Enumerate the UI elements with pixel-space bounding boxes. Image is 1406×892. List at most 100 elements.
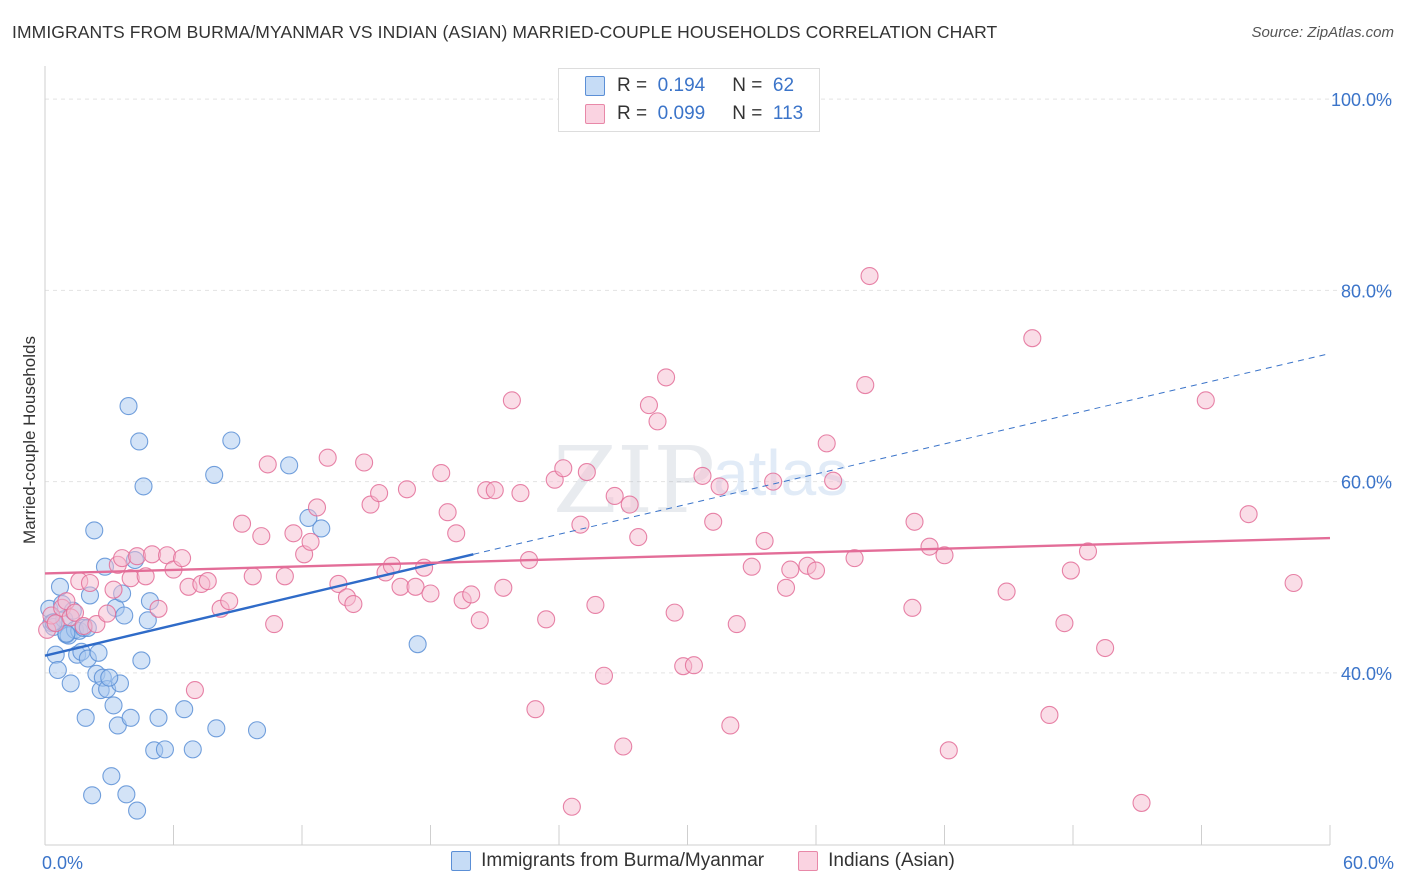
indian-point [939, 741, 958, 760]
indian-point [80, 573, 100, 593]
burma-point [222, 431, 241, 450]
source-label: Source: ZipAtlas.com [1251, 24, 1394, 41]
series-legend: Immigrants from Burma/Myanmar Indians (A… [0, 850, 1406, 872]
burma-point [183, 740, 202, 759]
n-value: 113 [772, 103, 804, 124]
indian-point [605, 486, 624, 506]
indian-point [447, 524, 466, 543]
indian-point [693, 466, 712, 485]
indian-point [920, 537, 939, 556]
burma-point [102, 767, 121, 786]
indian-point [243, 567, 262, 586]
indian-point [406, 577, 425, 596]
indian-point [721, 716, 740, 735]
indian-point [220, 592, 239, 611]
indian-point [684, 656, 703, 675]
indian-point [620, 495, 639, 514]
trend-indian [44, 536, 1331, 575]
indian-point [742, 557, 761, 576]
indian-point [494, 578, 513, 597]
indian-point [1078, 542, 1098, 561]
trend-dashed [473, 353, 1331, 555]
indian-point [318, 448, 337, 467]
indian-point [845, 549, 864, 568]
burma-point [115, 606, 134, 625]
legend-label: Indians (Asian) [828, 850, 955, 871]
indian-point [421, 584, 440, 603]
indian-point [1061, 561, 1080, 580]
indian-point [710, 477, 729, 496]
indian-point [1239, 505, 1258, 524]
trend-burma [44, 553, 474, 657]
indian-point [113, 549, 132, 568]
indian-point [232, 514, 252, 533]
burma-point [205, 465, 224, 484]
y-tick-label: 60.0% [1341, 473, 1392, 493]
n-label: N = [732, 75, 763, 96]
y-tick-label: 80.0% [1341, 281, 1392, 301]
legend-item-burma: Immigrants from Burma/Myanmar [451, 850, 764, 872]
indian-point [1040, 705, 1059, 725]
burma-point [128, 801, 147, 820]
stats-row-indian: R = 0.099 N = 113 [585, 101, 803, 127]
burma-point [119, 397, 138, 416]
indian-point [307, 498, 327, 517]
burma-point [85, 521, 104, 540]
chart-title: IMMIGRANTS FROM BURMA/MYANMAR VS INDIAN … [12, 22, 998, 42]
tick-labels: 40.0% 60.0% 80.0% 100.0% 0.0% 60.0% [42, 90, 1394, 873]
indian-point [173, 549, 192, 568]
indian-point [355, 453, 374, 472]
n-label: N = [732, 103, 763, 124]
burma-point [121, 708, 140, 727]
burma-point [149, 708, 168, 727]
y-tick-label: 40.0% [1341, 664, 1392, 684]
indian-point [594, 666, 614, 685]
indian-point [727, 615, 746, 634]
indian-point [537, 610, 556, 629]
burma-legend-swatch [451, 851, 472, 871]
r-value: 0.099 [657, 103, 706, 124]
indian-point [577, 463, 596, 482]
indian-point [571, 515, 590, 534]
x-tick-label: 0.0% [42, 853, 83, 873]
indian-point [265, 615, 284, 634]
indian-point [149, 599, 168, 618]
indian-point [438, 503, 457, 522]
burma-point [175, 700, 194, 719]
indian-point [639, 396, 659, 415]
indian-point [485, 481, 504, 500]
burma-point [312, 519, 331, 538]
indian-swatch [585, 104, 605, 124]
legend-label: Immigrants from Burma/Myanmar [481, 850, 765, 871]
indian-point [432, 463, 451, 483]
indian-point [511, 484, 530, 503]
indian-point [562, 797, 581, 816]
stats-legend: R = 0.194 N = 62 R = 0.099 N = 113 [558, 68, 820, 132]
burma-point [132, 651, 151, 670]
indian-legend-swatch [798, 851, 819, 871]
indian-point [344, 594, 363, 614]
indian-point [554, 459, 573, 478]
gridlines [45, 98, 1392, 674]
indian-point [526, 700, 545, 719]
indian-point [104, 580, 123, 599]
indian-point [997, 582, 1016, 601]
indian-point [275, 567, 294, 586]
indian-point [65, 603, 85, 622]
indian-point [905, 512, 924, 531]
burma-point [130, 432, 149, 451]
axes [44, 66, 1331, 846]
r-value: 0.194 [657, 75, 706, 96]
indian-point [128, 547, 147, 566]
burma-point [83, 786, 102, 805]
legend-item-indian: Indians (Asian) [798, 850, 955, 872]
indian-point [1096, 638, 1115, 658]
indian-point [1284, 573, 1303, 593]
indian-point [629, 528, 648, 547]
indian-point [776, 578, 796, 597]
burma-swatch [585, 76, 605, 96]
indian-point [781, 560, 800, 579]
indian-point [1132, 793, 1151, 812]
indian-point [764, 472, 783, 491]
